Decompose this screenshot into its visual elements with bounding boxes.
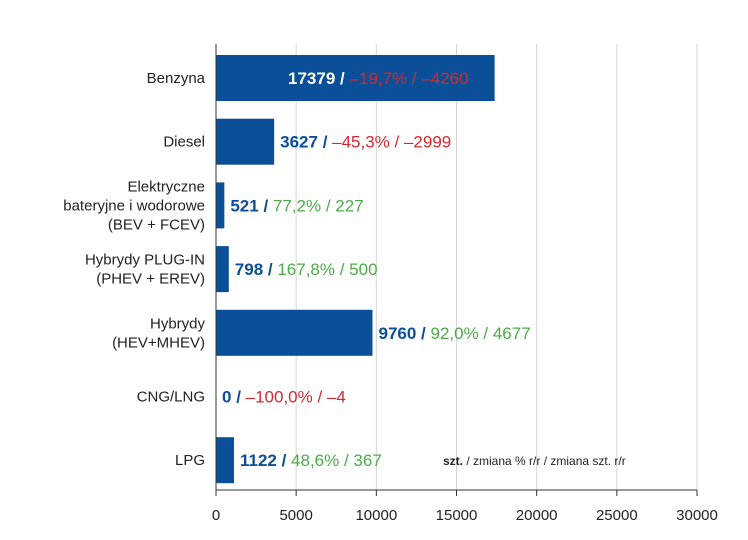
category-label-2: Elektryczne bateryjne i wodorowe (BEV + FC… — [63, 178, 205, 233]
bar-0 — [216, 55, 495, 101]
gridlines — [295, 44, 698, 490]
category-label-6: LPG — [175, 452, 205, 469]
bar-1 — [216, 118, 275, 165]
category-label-3: Hybrydy PLUG-IN (PHEV + EREV) — [85, 252, 205, 288]
value-label-5: 0 / –100,0% / –4 — [222, 388, 346, 407]
x-tick-label-10000: 10000 — [355, 507, 397, 524]
note-description: / zmiana % r/r / zmiana szt. r/r — [463, 454, 626, 468]
category-label-5: CNG/LNG — [137, 389, 205, 406]
value-label-4: 9760 / 92,0% / 4677 — [378, 324, 530, 343]
category-labels: Benzyna Diesel Elektryczne bateryjne i wodo… — [63, 70, 205, 469]
x-tick-label-15000: 15000 — [436, 507, 478, 524]
bar-2 — [216, 182, 225, 229]
value-label-1: 3627 / –45,3% / –2999 — [280, 133, 451, 152]
bar-4 — [216, 309, 373, 356]
category-label-0: Benzyna — [147, 70, 206, 87]
bar-6 — [216, 437, 234, 484]
value-label-2: 521 / 77,2% / 227 — [230, 196, 363, 215]
note-units: szt. — [443, 454, 463, 468]
x-tick-label-30000: 30000 — [676, 507, 718, 524]
value-label-3: 798 / 167,8% / 500 — [235, 260, 378, 279]
category-label-1: Diesel — [163, 134, 205, 151]
value-label-0: 17379 / –19,7% / –4260 — [288, 69, 469, 88]
x-tick-label-5000: 5000 — [279, 507, 312, 524]
value-labels: 17379 / –19,7% / –4260 3627 / –45,3% / –2… — [222, 69, 531, 470]
x-tick-label-25000: 25000 — [596, 507, 638, 524]
value-label-6: 1122 / 48,6% / 367 — [240, 451, 382, 470]
category-label-4: Hybrydy (HEV+MHEV) — [112, 315, 205, 351]
bars — [216, 55, 495, 484]
legend-note: szt. / zmiana % r/r / zmiana szt. r/r — [443, 454, 626, 468]
axes: 0 5000 10000 15000 20000 25000 30000 — [212, 44, 718, 524]
bar-3 — [216, 246, 229, 293]
x-tick-label-0: 0 — [212, 507, 220, 524]
x-tick-label-20000: 20000 — [516, 507, 558, 524]
